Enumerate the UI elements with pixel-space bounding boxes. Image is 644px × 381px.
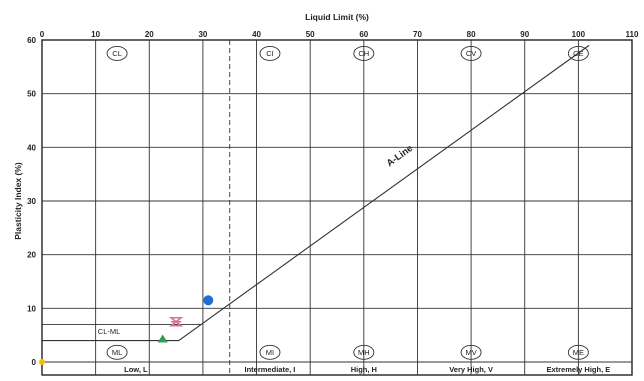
y-axis-title: Plasticity Index (%) (13, 162, 23, 240)
x-axis-title: Liquid Limit (%) (305, 12, 369, 22)
zone-label: CL (112, 49, 122, 58)
x-tick-label: 110 (626, 30, 639, 39)
y-tick-label: 60 (27, 36, 36, 45)
zone-circle (460, 344, 482, 360)
y-tick-label: 30 (27, 197, 36, 206)
data-point-circle (39, 359, 45, 365)
x-tick-label: 10 (91, 30, 100, 39)
zone-label: CV (466, 49, 476, 58)
zone-label: CI (266, 49, 274, 58)
plasticity-band-label: Very High, V (449, 365, 493, 374)
zone-label: CE (573, 49, 583, 58)
plasticity-band-label: High, H (351, 365, 377, 374)
zone-label: ML (112, 348, 122, 357)
zone-circle (353, 344, 375, 360)
plot-frame (41, 39, 633, 376)
zone-circle (567, 45, 589, 61)
zone-circle (567, 344, 589, 360)
zone-label: CH (358, 49, 369, 58)
zone-circle (259, 45, 281, 61)
zone-label: MV (465, 348, 476, 357)
x-tick-label: 90 (520, 30, 529, 39)
x-tick-label: 50 (306, 30, 315, 39)
x-tick-label: 40 (252, 30, 261, 39)
zone-circle (259, 344, 281, 360)
cl-ml-label: CL-ML (98, 327, 121, 336)
x-tick-label: 60 (359, 30, 368, 39)
y-tick-label: 20 (27, 251, 36, 260)
x-tick-label: 30 (198, 30, 207, 39)
data-point-circle (203, 295, 214, 306)
data-point-triangle (157, 334, 168, 343)
zone-label: ME (573, 348, 584, 357)
zone-circle (106, 344, 128, 360)
y-tick-label: 0 (32, 358, 37, 367)
plasticity-band-label: Low, L (124, 365, 148, 374)
x-tick-label: 100 (572, 30, 586, 39)
zone-label: MH (358, 348, 370, 357)
plasticity-band-label: Intermediate, I (245, 365, 296, 374)
y-tick-label: 40 (27, 143, 36, 152)
y-tick-label: 50 (27, 90, 36, 99)
x-tick-label: 0 (40, 30, 45, 39)
x-tick-label: 70 (413, 30, 422, 39)
plasticity-band-label: Extremely High, E (546, 365, 610, 374)
x-tick-label: 20 (145, 30, 154, 39)
x-tick-label: 80 (467, 30, 476, 39)
zone-circle (353, 45, 375, 61)
data-point-bowtie (168, 316, 184, 327)
a-line (42, 44, 590, 342)
zone-circle (460, 45, 482, 61)
zone-label: MI (266, 348, 274, 357)
y-tick-label: 10 (27, 304, 36, 313)
zone-circle (106, 45, 128, 61)
